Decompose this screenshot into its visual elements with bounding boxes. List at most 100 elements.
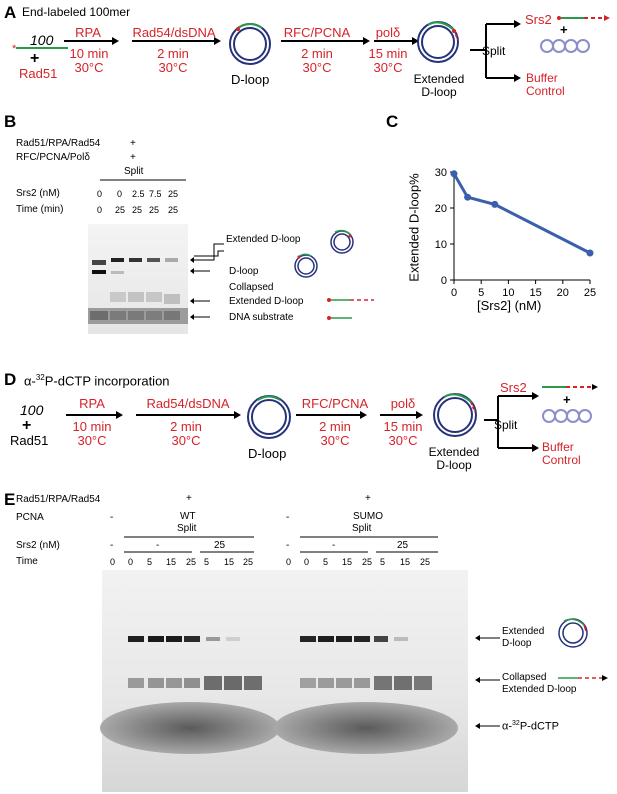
e-collapsed-bands — [128, 676, 432, 690]
d-substrate-label: 100 — [20, 402, 44, 418]
panel-d-label: D — [4, 370, 17, 389]
e-srs2-25-wt: 25 — [214, 540, 226, 551]
d-step-pold-temp: 30°C — [388, 433, 418, 448]
e-time-value: 25 — [186, 557, 197, 567]
e-srs2-dash-lead-sumo: - — [286, 540, 290, 551]
chart-xlabel: [Srs2] (nM) — [477, 298, 542, 313]
d-step-rfc-temp: 30°C — [320, 433, 350, 448]
d-extended-label: Extended D-loop — [424, 446, 484, 472]
dloop-label-a: D-loop — [231, 72, 270, 87]
d-step-rfc-time: 2 min — [319, 419, 351, 434]
e-time-value: 0 — [128, 557, 134, 567]
buffer-control-a: Buffer Control — [526, 72, 565, 98]
y-tick-label: 20 — [435, 203, 447, 215]
e-pcna-wt: WT — [180, 511, 196, 522]
b-label-dloop: D-loop — [229, 266, 259, 277]
e-time-value: 5 — [380, 557, 386, 567]
e-time-value: 15 — [342, 557, 353, 567]
d-arrows — [66, 411, 423, 419]
step-rad54-time: 2 min — [157, 46, 189, 61]
step-rfc-time: 2 min — [301, 46, 333, 61]
b-time-v4: 25 — [168, 205, 179, 215]
substrate-label: 100 — [30, 32, 54, 48]
x-tick-label: 20 — [557, 287, 569, 299]
b-time-v0: 0 — [97, 205, 103, 215]
d-extended-line2: D-loop — [436, 458, 472, 472]
d-title-sup: 32 — [35, 373, 45, 382]
d-buffer-control: Buffer Control — [542, 441, 581, 467]
b-row1-val: + — [130, 138, 136, 149]
d-released-strand-icon — [542, 384, 598, 390]
b-srs2-v1: 0 — [117, 189, 123, 199]
y-tick-label: 0 — [441, 275, 447, 287]
released-strand-icon — [557, 15, 610, 21]
step-rad54: Rad54/dsDNA — [122, 26, 226, 40]
d-extended-line1: Extended — [428, 445, 480, 459]
extended-dloop-plasmid-icon — [417, 21, 459, 63]
b-collapsed-strand-icon — [327, 298, 374, 302]
d-split-label: Split — [494, 418, 518, 432]
e-time-value: 15 — [400, 557, 411, 567]
x-tick-label: 15 — [529, 287, 541, 299]
d-plus-sign: + — [22, 417, 32, 434]
b-split-line — [100, 179, 186, 181]
arrow-a-1 — [64, 37, 419, 45]
d-srs2-label: Srs2 — [500, 380, 527, 395]
data-point — [491, 200, 499, 208]
e-srs2-dash-lead-wt: - — [110, 540, 114, 551]
e-pcna-sumo: SUMO — [353, 511, 383, 522]
d-dloop-label: D-loop — [248, 446, 287, 461]
d-step-rad54-cond: 2 min 30°C — [154, 420, 218, 448]
e-dctp-alpha: α- — [502, 720, 513, 733]
step-rpa-cond: 10 min 30°C — [58, 47, 120, 75]
step-pold-time: 15 min — [368, 46, 408, 61]
data-point — [586, 249, 594, 257]
srs2-label-a: Srs2 — [525, 12, 552, 27]
b-dloop-plasmid-icon — [294, 253, 318, 278]
gel-image-b — [88, 224, 188, 334]
e-pcna-dash-2: - — [286, 512, 290, 523]
step-rad54-cond: 2 min 30°C — [142, 47, 204, 75]
d-title-alpha: α- — [24, 373, 36, 389]
e-time-value: 0 — [110, 557, 116, 567]
e-split-lines — [124, 536, 438, 553]
panel-b-label: B — [4, 112, 17, 131]
step-pold-name: polδ — [375, 25, 401, 40]
svg-text:*: * — [12, 43, 17, 55]
e-split-sumo: Split — [352, 523, 372, 534]
step-pold-cond: 15 min 30°C — [359, 47, 417, 75]
d-step-rpa-name: RPA — [79, 396, 105, 411]
b-row1-label: Rad51/RPA/Rad54 — [16, 138, 101, 149]
e-pcna-dash-1: - — [110, 512, 114, 523]
e-dctp-rest: P-dCTP — [519, 720, 559, 733]
ssdna-substrate-icon: * — [12, 43, 68, 55]
b-srs2-v2: 2.5 — [132, 189, 145, 199]
d-step-pold: polδ — [380, 397, 426, 411]
e-collapsed-strand-icon — [558, 675, 608, 681]
e-row1-val-wt: + — [186, 493, 192, 504]
step-pold-temp: 30°C — [373, 60, 403, 75]
d-step-rad54-temp: 30°C — [171, 433, 201, 448]
e-dctp-sup: 32 — [512, 720, 520, 727]
e-pcna-label: PCNA — [16, 512, 44, 523]
gel-image-e — [100, 570, 468, 792]
d-step-rfc: RFC/PCNA — [294, 397, 376, 411]
plus-sign: + — [30, 50, 40, 67]
x-tick-label: 0 — [451, 287, 457, 299]
b-time-v3: 25 — [149, 205, 160, 215]
b-label-collapsed-1: Collapsed — [229, 282, 274, 293]
d-step-rpa: RPA — [62, 397, 122, 411]
e-time-value: 5 — [204, 557, 210, 567]
panel-d-title: α-32P-dCTP incorporation — [24, 373, 170, 388]
step-rpa-time: 10 min — [69, 46, 109, 61]
panel-e-label: E — [4, 490, 16, 509]
e-row1-label: Rad51/RPA/Rad54 — [16, 494, 101, 505]
d-step-rfc-cond: 2 min 30°C — [304, 420, 366, 448]
step-rfc: RFC/PCNA — [276, 26, 358, 40]
b-time-v1: 25 — [115, 205, 126, 215]
d-rad51-label: Rad51 — [10, 433, 49, 448]
e-time-value: 15 — [224, 557, 235, 567]
step-rfc-name: RFC/PCNA — [283, 25, 351, 40]
extended-dloop-chart: 0 10 20 30 0 5 10 15 20 25 — [435, 167, 596, 299]
step-rpa: RPA — [60, 26, 116, 40]
